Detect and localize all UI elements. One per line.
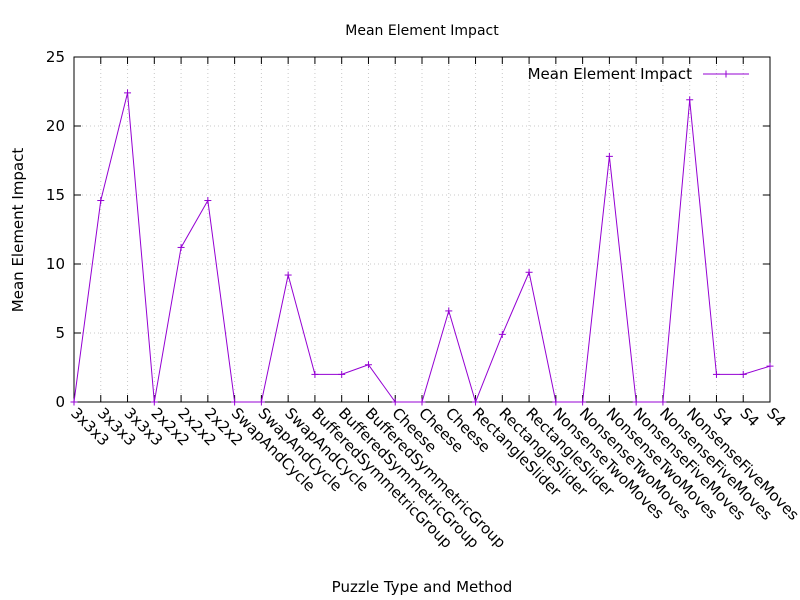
y-tick-label: 5: [55, 324, 65, 342]
data-point: [338, 370, 346, 378]
x-axis-label: Puzzle Type and Method: [332, 578, 513, 596]
x-tick-label: S4: [736, 404, 762, 430]
y-axis: 0 5 10 15 20 25: [46, 48, 770, 411]
y-tick-label: 10: [46, 255, 65, 273]
data-point: [632, 398, 640, 406]
legend-label: Mean Element Impact: [528, 65, 693, 83]
data-point: [284, 271, 292, 279]
chart-title: Mean Element Impact: [345, 23, 499, 39]
data-point: [605, 152, 613, 160]
data-point: [311, 370, 319, 378]
data-point: [418, 398, 426, 406]
x-axis: 3x3x33x3x33x3x32x2x22x2x22x2x2SwapAndCyc…: [67, 57, 800, 552]
grid-lines: [74, 57, 770, 402]
data-point: [739, 370, 747, 378]
data-point: [391, 398, 399, 406]
data-point: [472, 398, 480, 406]
y-axis-label: Mean Element Impact: [9, 148, 27, 313]
y-tick-label: 15: [46, 186, 65, 204]
data-point: [70, 398, 78, 406]
data-point: [445, 307, 453, 315]
x-tick-label: S4: [763, 404, 789, 430]
data-point: [257, 398, 265, 406]
data-point: [579, 398, 587, 406]
y-tick-label: 0: [55, 393, 65, 411]
data-point: [150, 398, 158, 406]
legend-marker: [722, 70, 730, 78]
data-point: [177, 243, 185, 251]
data-point: [525, 268, 533, 276]
data-point: [364, 361, 372, 369]
data-point: [766, 362, 774, 370]
y-tick-label: 20: [46, 117, 65, 135]
data-point: [97, 197, 105, 205]
data-point: [552, 398, 560, 406]
data-point: [686, 96, 694, 104]
data-point: [204, 197, 212, 205]
legend: Mean Element Impact: [528, 65, 749, 83]
data-point: [231, 398, 239, 406]
series-layer: [70, 89, 774, 406]
data-point: [124, 89, 132, 97]
data-point: [498, 330, 506, 338]
y-tick-label: 25: [46, 48, 65, 66]
data-point: [712, 370, 720, 378]
data-point: [659, 398, 667, 406]
